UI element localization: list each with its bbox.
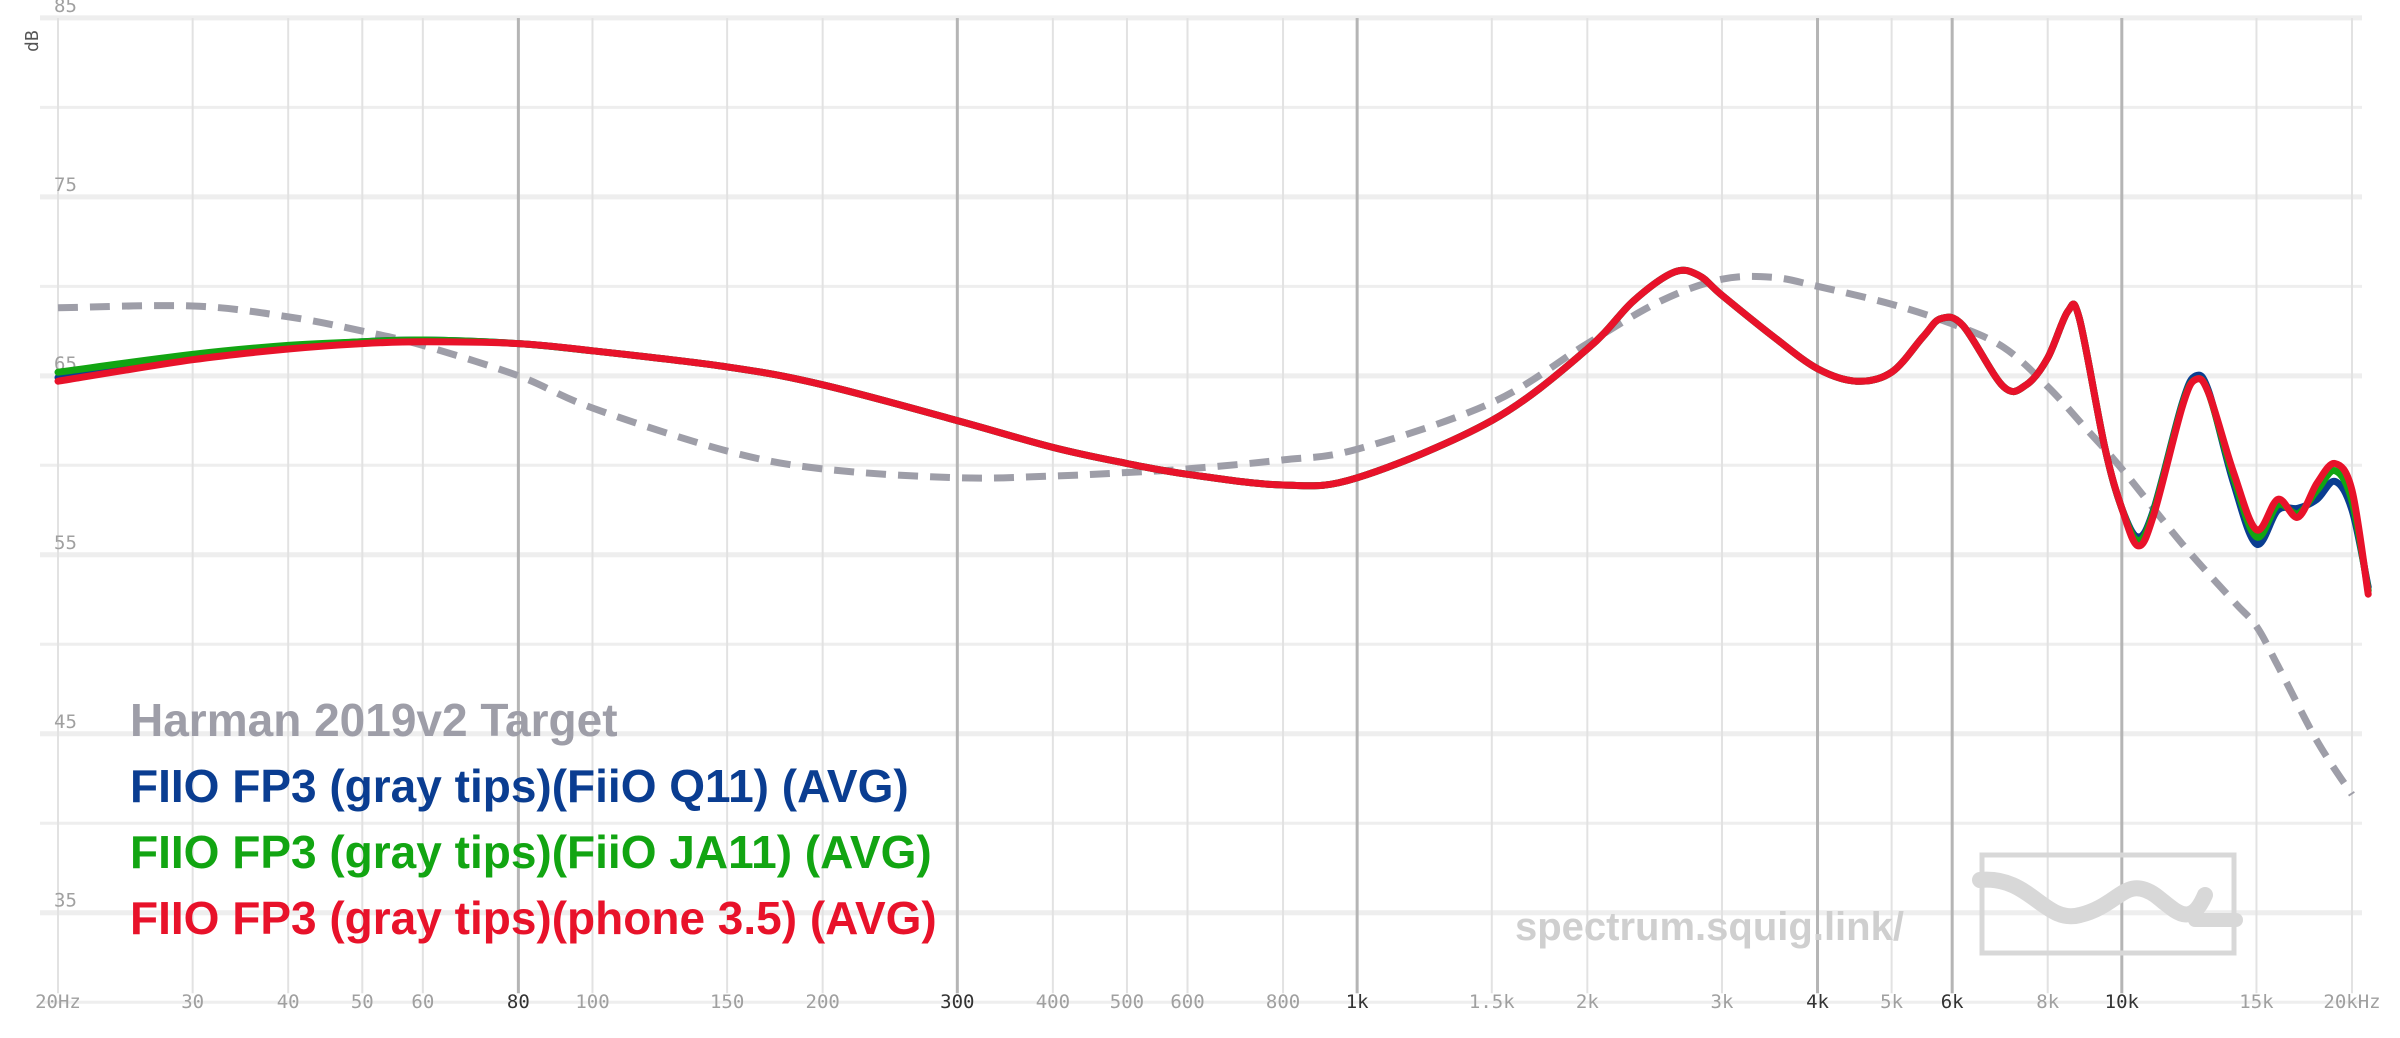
x-tick-label: 30 xyxy=(181,991,204,1013)
legend-item-q11[interactable]: FIIO FP3 (gray tips)(FiiO Q11) (AVG) xyxy=(130,760,909,812)
x-tick-label: 6k xyxy=(1941,991,1964,1013)
x-tick-label: 600 xyxy=(1170,991,1204,1013)
x-tick-label: 10k xyxy=(2105,991,2140,1013)
x-tick-label: 20kHz xyxy=(2323,991,2380,1013)
series-layer xyxy=(54,266,2372,797)
y-tick-label: 35 xyxy=(54,890,77,912)
x-tick-label: 100 xyxy=(575,991,609,1013)
x-tick-label: 5k xyxy=(1880,991,1903,1013)
x-tick-label: 8k xyxy=(2036,991,2059,1013)
x-tick-label: 80 xyxy=(507,991,530,1013)
x-tick-label: 500 xyxy=(1110,991,1144,1013)
x-axis: 20Hz 30 40 50 60 80 100 150 200 300 400 500 600 800 1k… xyxy=(35,991,2380,1013)
x-tick-label: 40 xyxy=(277,991,300,1013)
legend-item-phone[interactable]: FIIO FP3 (gray tips)(phone 3.5) (AVG) xyxy=(130,892,937,944)
x-tick-label: 150 xyxy=(710,991,744,1013)
grid xyxy=(40,15,2362,1004)
x-tick-label: 50 xyxy=(351,991,374,1013)
x-tick-label: 1.5k xyxy=(1469,991,1515,1013)
ja11-curve xyxy=(54,266,2372,595)
y-tick-label: 45 xyxy=(54,711,77,733)
x-tick-label: 400 xyxy=(1036,991,1070,1013)
phone-curve xyxy=(54,266,2372,598)
x-tick-label: 3k xyxy=(1711,991,1734,1013)
y-axis-unit-label: dB xyxy=(22,30,43,52)
legend-item-ja11[interactable]: FIIO FP3 (gray tips)(FiiO JA11) (AVG) xyxy=(130,826,932,878)
legend: Harman 2019v2 Target FIIO FP3 (gray tips… xyxy=(130,694,937,944)
y-tick-label: 75 xyxy=(54,174,77,196)
q11-curve xyxy=(54,266,2372,591)
squiglink-logo xyxy=(1972,852,2243,956)
x-tick-label: 800 xyxy=(1266,991,1300,1013)
x-tick-label: 15k xyxy=(2239,991,2274,1013)
x-tick-label: 20Hz xyxy=(35,991,81,1013)
y-tick-label: 55 xyxy=(54,532,77,554)
x-tick-label: 60 xyxy=(411,991,434,1013)
legend-item-target[interactable]: Harman 2019v2 Target xyxy=(130,694,618,746)
y-tick-label: 85 xyxy=(54,0,77,17)
x-tick-label: 2k xyxy=(1576,991,1599,1013)
x-tick-label: 1k xyxy=(1346,991,1369,1013)
x-tick-label: 200 xyxy=(806,991,840,1013)
watermark-text: spectrum.squig.link/ xyxy=(1515,905,1904,949)
x-tick-label: 300 xyxy=(940,991,974,1013)
x-tick-label: 4k xyxy=(1806,991,1829,1013)
watermark: spectrum.squig.link/ xyxy=(1515,852,2243,956)
